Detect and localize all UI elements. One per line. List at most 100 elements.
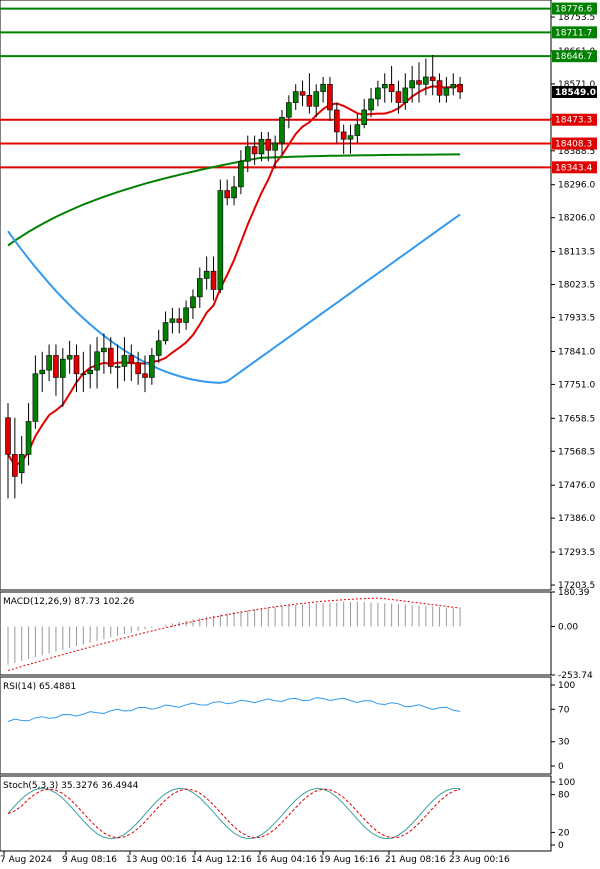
candle-body	[210, 270, 217, 290]
price-tick-label: 17658.5	[558, 414, 595, 424]
price-tick-label: 17933.5	[558, 314, 595, 324]
candle-body	[238, 160, 244, 188]
rsi-tick-label: 30	[558, 738, 570, 748]
candle-body	[87, 369, 93, 375]
candle-body	[39, 369, 46, 375]
candle-body	[327, 83, 333, 111]
level-label-bg	[552, 2, 597, 15]
candle-body	[429, 76, 436, 81]
macd-tick-label: -253.74	[558, 671, 593, 681]
level-label: 18776.6	[555, 5, 592, 15]
candle-body	[313, 91, 320, 107]
candle-body	[25, 421, 32, 455]
price-tick-label: 17203.5	[558, 581, 595, 591]
candle-body	[279, 116, 285, 144]
price-tick-label: 18206.0	[558, 214, 595, 224]
candle-body	[450, 83, 457, 89]
stoch-d-line	[7, 788, 461, 839]
price-tick-label: 18388.5	[558, 147, 595, 157]
candle-body	[121, 355, 128, 367]
candle-body	[197, 278, 203, 298]
candle-body	[306, 94, 313, 107]
candle-body	[333, 109, 340, 133]
price-panel-frame	[0, 0, 552, 591]
candle-body	[436, 80, 443, 96]
price-tick-label: 18753.5	[558, 13, 595, 23]
candle-body	[224, 190, 230, 199]
candle-body	[190, 296, 196, 309]
price-tick-label: 17841.0	[558, 347, 595, 357]
candle-body	[244, 146, 251, 162]
candle-body	[12, 454, 18, 477]
candle-body	[299, 91, 306, 96]
candle-body	[423, 76, 429, 85]
price-tick-label: 17751.0	[558, 380, 595, 390]
candle-body	[46, 355, 52, 371]
candle-body	[231, 186, 237, 199]
current-price-label: 18549.0	[555, 88, 596, 98]
price-tick-label: 17568.5	[558, 447, 595, 457]
candle-body	[443, 87, 450, 96]
price-layer	[0, 7, 551, 499]
candle-body	[368, 98, 374, 111]
candle-body	[354, 124, 361, 136]
ma-mid-line	[7, 153, 461, 247]
stoch-tick-label: 0	[558, 841, 564, 851]
candle-body	[258, 138, 265, 155]
rsi-tick-label: 100	[558, 681, 575, 691]
macd-tick-label: 0.00	[558, 622, 578, 632]
candle-body	[375, 87, 381, 100]
level-label-bg	[552, 113, 597, 126]
candle-body	[66, 355, 73, 360]
candle-body	[155, 340, 162, 356]
level-label: 18408.3	[555, 140, 592, 150]
level-label: 18343.4	[555, 163, 592, 173]
candle-body	[176, 318, 183, 323]
stoch-tick-label: 100	[558, 778, 575, 788]
candle-body	[101, 347, 107, 353]
candle-body	[59, 358, 66, 378]
ma-fast-line	[7, 84, 461, 467]
current-price-bg	[552, 85, 597, 98]
price-tick-label: 18113.5	[558, 248, 595, 258]
x-tick-label: 7 Aug 2024	[0, 855, 52, 865]
x-tick-label: 23 Aug 00:16	[449, 855, 510, 865]
candle-body	[114, 366, 121, 368]
candle-body	[381, 83, 388, 89]
candle-body	[217, 190, 224, 290]
rsi-layer	[7, 697, 461, 722]
candle-body	[457, 83, 463, 93]
candle-body	[347, 135, 354, 140]
candle-body	[18, 454, 25, 474]
level-label: 18646.7	[555, 52, 592, 62]
candle-body	[409, 80, 415, 89]
x-tick-label: 19 Aug 16:16	[319, 855, 380, 865]
price-tick-label: 18296.0	[558, 181, 595, 191]
level-label: 18473.3	[555, 116, 592, 126]
candle-body	[162, 322, 169, 342]
macd-tick-label: 180.39	[558, 588, 590, 598]
price-tick-label: 18023.5	[558, 281, 595, 291]
candle-body	[142, 373, 148, 378]
candle-body	[361, 109, 368, 125]
stoch-tick-label: 20	[558, 828, 570, 838]
candle-body	[292, 91, 299, 103]
candle-body	[5, 417, 11, 455]
stoch-k-line	[7, 787, 461, 840]
x-tick-label: 9 Aug 08:16	[62, 855, 117, 865]
rsi-indicator-label: RSI(14) 65.4881	[3, 682, 76, 692]
level-label: 18711.7	[555, 28, 592, 38]
candle-body	[128, 355, 135, 364]
candle-body	[251, 146, 258, 155]
level-label-bg	[552, 161, 597, 174]
candle-body	[149, 355, 155, 378]
candle-body	[395, 91, 402, 103]
x-tick-label: 14 Aug 12:16	[191, 855, 252, 865]
candle-body	[32, 373, 39, 422]
price-tick-label: 17476.0	[558, 481, 595, 491]
candle-body	[340, 131, 347, 140]
macd-signal-line	[7, 597, 461, 671]
candle-body	[286, 102, 292, 118]
